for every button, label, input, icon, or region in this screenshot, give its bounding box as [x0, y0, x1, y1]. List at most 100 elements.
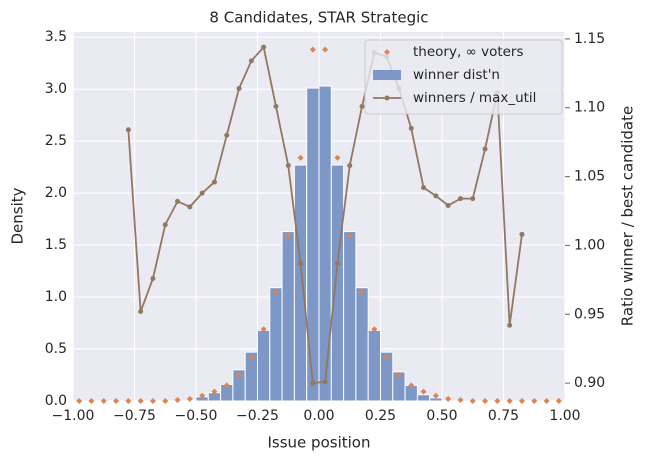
ratio-point [236, 85, 242, 91]
hist-bar [269, 287, 283, 402]
y2-tick-label: 1.05 [574, 169, 605, 185]
y-axis-label: Density [9, 187, 27, 244]
x-tick-label: 0.25 [365, 408, 396, 424]
y-tick-label: 1.0 [45, 289, 67, 305]
x-tick-label: −0.25 [236, 408, 279, 424]
ratio-point [162, 222, 168, 228]
theory-point [543, 398, 550, 404]
ratio-point [457, 196, 463, 202]
ratio-point [347, 163, 353, 169]
theory-point [457, 396, 464, 403]
legend-label: theory, ∞ voters [413, 44, 524, 60]
theory-point [531, 398, 538, 404]
chart-title: 8 Candidates, STAR Strategic [209, 9, 428, 27]
x-tick-label: 0.75 [488, 408, 519, 424]
theory-point [248, 354, 255, 361]
hist-bar [367, 329, 382, 402]
ratio-point [199, 190, 205, 196]
x-tick-label: −1.00 [52, 408, 95, 424]
ratio-point [187, 204, 193, 210]
ratio-point [273, 103, 279, 109]
theory-point [383, 354, 390, 361]
ratio-point [224, 132, 230, 138]
ratio-point [408, 125, 414, 131]
theory-point [432, 392, 439, 399]
theory-point [285, 232, 292, 239]
y-tick-label: 1.5 [45, 237, 67, 253]
theory-point [334, 154, 341, 161]
axes: −1.00 −0.75 −0.50 −0.25 0.00 0.25 0.50 0.75 1.00… [45, 29, 605, 424]
ratio-point [507, 322, 513, 328]
theory-point [346, 232, 353, 239]
y2-tick-label: 1.15 [574, 31, 605, 47]
theory-point [359, 288, 366, 295]
theory-point [371, 326, 378, 333]
ratio-point [445, 202, 451, 208]
hist-bar [343, 231, 357, 402]
hist-bar [355, 287, 369, 402]
ratio-point [359, 103, 365, 109]
legend-marker [384, 95, 390, 101]
theory-point [174, 396, 181, 403]
legend-marker [373, 70, 401, 80]
hist-bar [293, 164, 308, 402]
ratio-point [261, 44, 267, 50]
theory-point [100, 398, 107, 404]
theory-point [149, 398, 156, 404]
hist-bar [257, 329, 271, 402]
theory-point [309, 46, 316, 53]
theory-point [518, 398, 525, 404]
theory-point [445, 395, 452, 402]
ratio-point [421, 185, 427, 191]
y-tick-label: 2.0 [45, 185, 67, 201]
ratio-point [470, 196, 476, 202]
theory-point [420, 388, 427, 395]
y2-tick-label: 0.90 [574, 375, 605, 391]
y-tick-label: 2.5 [45, 133, 67, 149]
y2-tick-label: 1.00 [574, 237, 605, 253]
ratio-point [125, 127, 131, 133]
theory-point [408, 382, 415, 389]
legend-label: winner dist'n [413, 67, 500, 83]
theory-point [162, 398, 169, 404]
theory-point [469, 398, 476, 404]
ratio-point [150, 275, 156, 281]
y-tick-label: 3.0 [45, 81, 67, 97]
theory-point [297, 154, 304, 161]
theory-point [88, 398, 95, 404]
y2-tick-label: 1.10 [574, 100, 605, 116]
theory-point [125, 398, 132, 404]
x-tick-label: 0.50 [426, 408, 457, 424]
theory-point [211, 388, 218, 395]
theory-point [555, 398, 562, 404]
hist-bar [306, 87, 320, 402]
ratio-point [248, 58, 254, 64]
hist-bar [281, 231, 295, 402]
legend-label: winners / max_util [413, 90, 536, 106]
x-tick-label: 0.00 [303, 408, 334, 424]
hist-bar [330, 164, 345, 402]
ratio-point [175, 198, 181, 204]
x-tick-label: −0.50 [175, 408, 218, 424]
legend: theory, ∞ voters winner dist'n winners / m… [364, 39, 563, 115]
ratio-point [433, 193, 439, 199]
ratio-point [322, 379, 328, 385]
y-tick-label: 3.5 [45, 29, 67, 45]
hist-bar [318, 85, 332, 402]
ratio-point [285, 163, 291, 169]
ratio-point [334, 260, 340, 266]
x-axis-label: Issue position [268, 434, 371, 452]
theory-point [223, 382, 230, 389]
theory-point [199, 392, 206, 399]
x-tick-label: −0.75 [113, 408, 156, 424]
y-tick-label: 0.5 [45, 341, 67, 357]
hist-bar [416, 394, 431, 402]
ratio-point [310, 380, 316, 386]
ratio-point [519, 231, 525, 237]
theory-point [272, 288, 279, 295]
x-tick-label: 1.00 [549, 408, 580, 424]
theory-point [113, 398, 120, 404]
legend-marker [384, 49, 390, 55]
ratio-point [482, 146, 488, 152]
